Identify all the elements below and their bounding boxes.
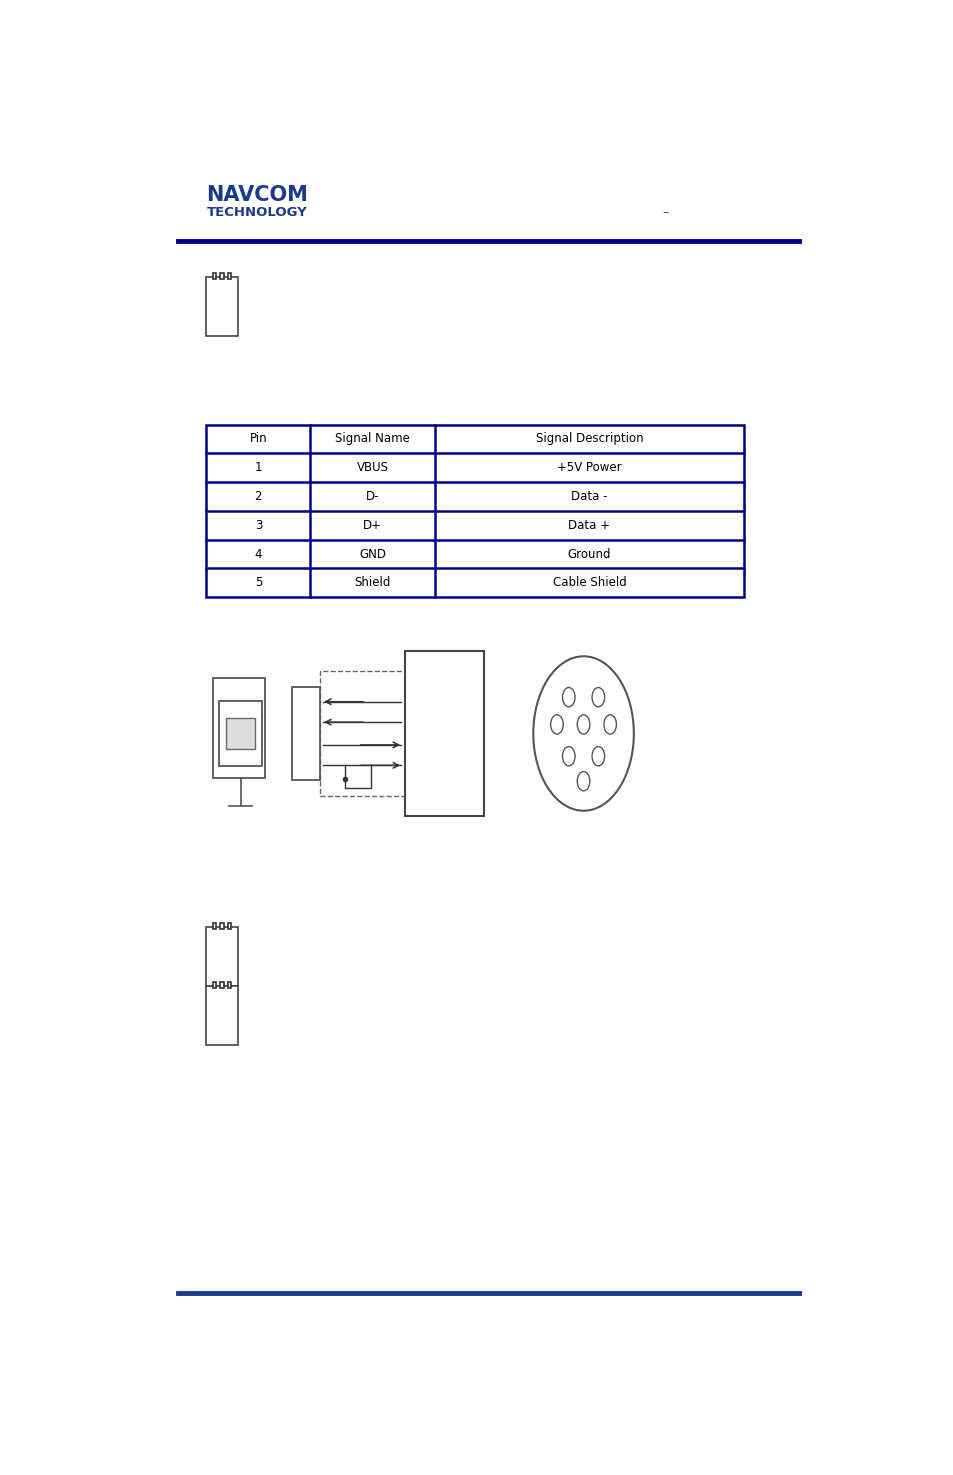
Circle shape [562,746,575,766]
Text: Ground: Ground [567,547,611,560]
Circle shape [577,715,589,735]
Bar [213,678,265,777]
Text: GND: GND [358,547,386,560]
Bar [292,687,319,780]
Text: –: – [662,207,668,218]
Text: Signal Name: Signal Name [335,432,410,445]
Text: Shield: Shield [354,577,391,590]
Circle shape [533,656,633,811]
Text: 4: 4 [254,547,262,560]
Bar [213,273,215,279]
Bar [213,982,215,988]
Circle shape [603,715,616,735]
Text: Signal Description: Signal Description [535,432,642,445]
Circle shape [592,687,604,707]
Circle shape [550,715,562,735]
Bar [228,923,231,929]
Circle shape [577,771,589,791]
Bar [206,425,743,597]
Bar [213,923,215,929]
Text: TECHNOLOGY: TECHNOLOGY [206,207,307,218]
Text: +5V Power: +5V Power [557,462,621,475]
Circle shape [562,687,575,707]
Bar [404,650,484,816]
Bar [206,277,237,336]
Bar [220,982,223,988]
Text: VBUS: VBUS [356,462,388,475]
Text: 3: 3 [254,519,262,532]
Bar [220,923,223,929]
Text: 2: 2 [254,490,262,503]
Text: Data -: Data - [571,490,607,503]
Bar [319,671,404,796]
Text: Pin: Pin [250,432,267,445]
Text: D-: D- [365,490,379,503]
Bar [228,982,231,988]
Text: 5: 5 [254,577,262,590]
Text: NAVCOM: NAVCOM [206,186,308,205]
Bar [206,926,237,985]
Bar [206,985,237,1044]
Circle shape [592,746,604,766]
Bar [228,273,231,279]
Text: Cable Shield: Cable Shield [552,577,626,590]
Text: D+: D+ [363,519,382,532]
Bar [226,718,254,749]
Bar [220,273,223,279]
Bar [219,701,262,767]
Text: 1: 1 [254,462,262,475]
Text: Data +: Data + [568,519,610,532]
